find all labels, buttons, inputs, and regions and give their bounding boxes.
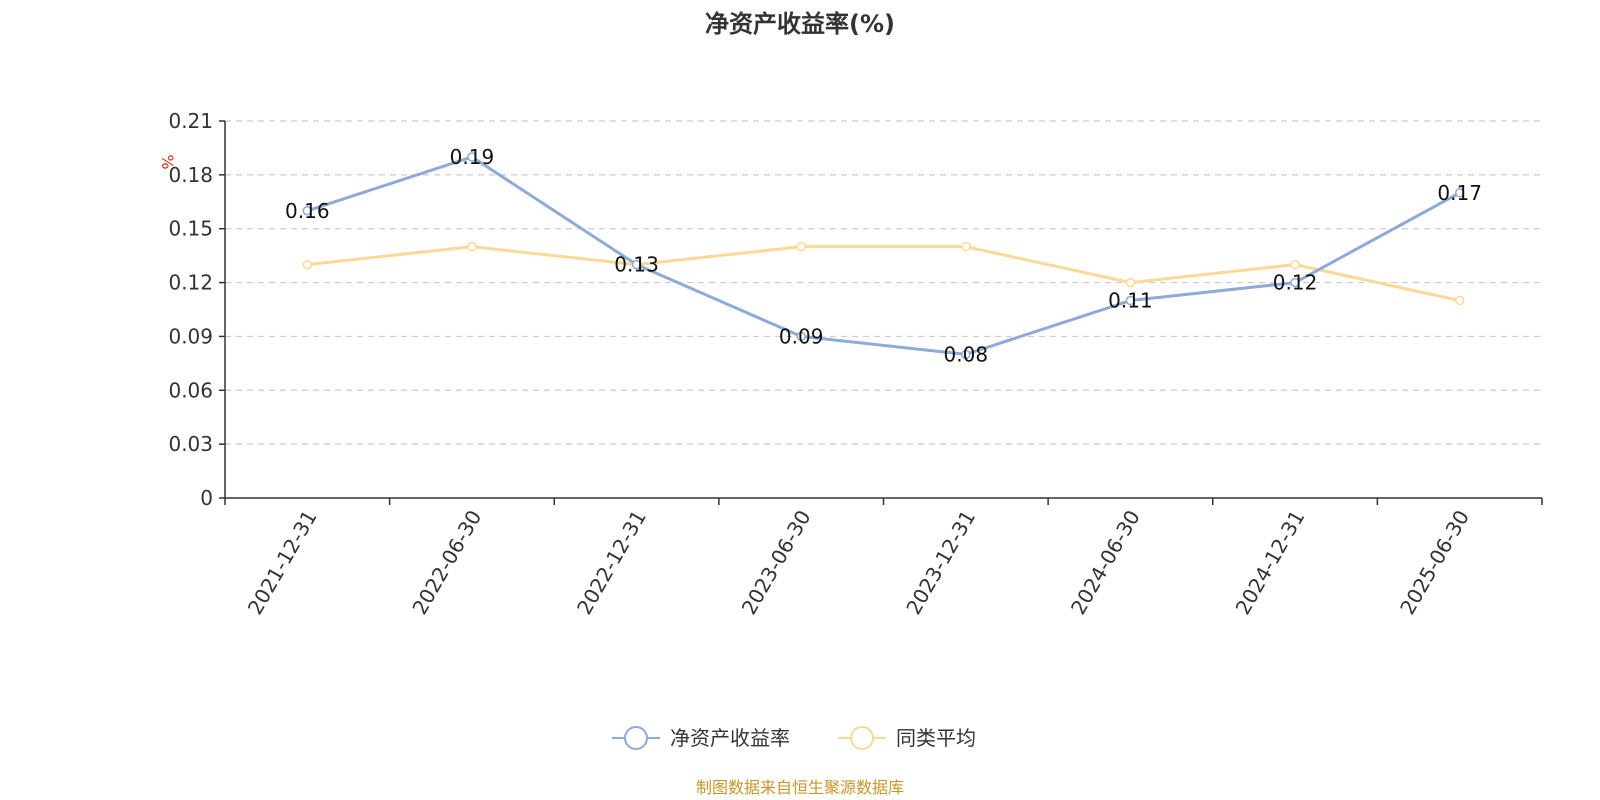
series-0-point-6	[1290, 277, 1300, 288]
series-0-point-1	[467, 152, 477, 162]
series-line-1	[307, 245, 1461, 302]
y-tick-label-5: 0.15	[168, 217, 213, 241]
series-1-point-5	[1125, 277, 1136, 288]
chart-title: 净资产收益率(%)	[705, 10, 895, 38]
legend: 净资产收益率 同类平均	[612, 726, 976, 750]
x-tick-label-1: 2022-06-30	[407, 506, 486, 619]
y-tick-label-1: 0.03	[168, 432, 213, 456]
x-tick-label-6: 2024-12-31	[1231, 506, 1310, 619]
series-0-point-7	[1454, 188, 1465, 198]
data-label-2: 0.13	[614, 253, 659, 277]
data-label-6: 0.12	[1273, 271, 1318, 295]
series-0-point-5	[1125, 295, 1136, 306]
series-1-point-6	[1290, 259, 1300, 270]
legend-item-peer-average[interactable]: 同类平均	[838, 726, 976, 750]
legend-avg-marker	[850, 726, 874, 750]
data-label-layer: 0.16 0.19 0.13 0.09 0.08 0.11 0.12 0.17	[285, 145, 1482, 366]
legend-roe-label: 净资产收益率	[670, 726, 790, 750]
x-tick-label-5: 2024-06-30	[1066, 506, 1145, 619]
data-label-7: 0.17	[1437, 181, 1482, 205]
y-tick-label-3: 0.09	[168, 324, 213, 348]
series-0-point-3	[796, 331, 806, 342]
data-label-5: 0.11	[1108, 289, 1153, 313]
series-1-point-7	[1454, 295, 1465, 306]
x-tick-label-0: 2021-12-31	[243, 506, 322, 619]
data-label-4: 0.08	[944, 342, 989, 366]
x-tick-label-7: 2025-06-30	[1395, 506, 1474, 619]
series-0-point-2	[631, 259, 642, 270]
grid-layer	[225, 120, 1542, 445]
y-axis-unit: %	[158, 154, 177, 169]
series-line-0	[306, 155, 1461, 356]
legend-avg-label: 同类平均	[896, 726, 976, 750]
series-1-point-1	[467, 241, 477, 252]
y-tick-label-0: 0	[200, 486, 213, 510]
y-tick-label-7: 0.21	[168, 109, 213, 133]
legend-roe-marker	[624, 726, 648, 750]
series-1-point-4	[961, 241, 971, 252]
legend-item-roe[interactable]: 净资产收益率	[612, 726, 790, 750]
series-layer	[302, 152, 1465, 360]
y-tick-label-6: 0.18	[168, 163, 213, 187]
data-label-1: 0.19	[450, 145, 495, 169]
y-tick-label-2: 0.06	[168, 378, 213, 402]
series-0-point-0	[302, 206, 313, 216]
data-label-0: 0.16	[285, 199, 330, 223]
y-tick-label-4: 0.12	[168, 271, 213, 295]
data-label-3: 0.09	[779, 324, 824, 348]
x-tick-label-4: 2023-12-31	[901, 506, 980, 619]
data-source-note: 制图数据来自恒生聚源数据库	[696, 778, 904, 797]
series-1-point-3	[796, 241, 806, 252]
x-tick-label-2: 2022-12-31	[572, 506, 651, 619]
series-1-point-0	[302, 259, 313, 270]
series-0-point-4	[961, 349, 971, 360]
axis-layer: 0 0.03 0.06 0.09 0.12 0.15 0.18 0.21 2021-12-31 2…	[168, 109, 1543, 619]
x-tick-label-3: 2023-06-30	[737, 506, 816, 619]
